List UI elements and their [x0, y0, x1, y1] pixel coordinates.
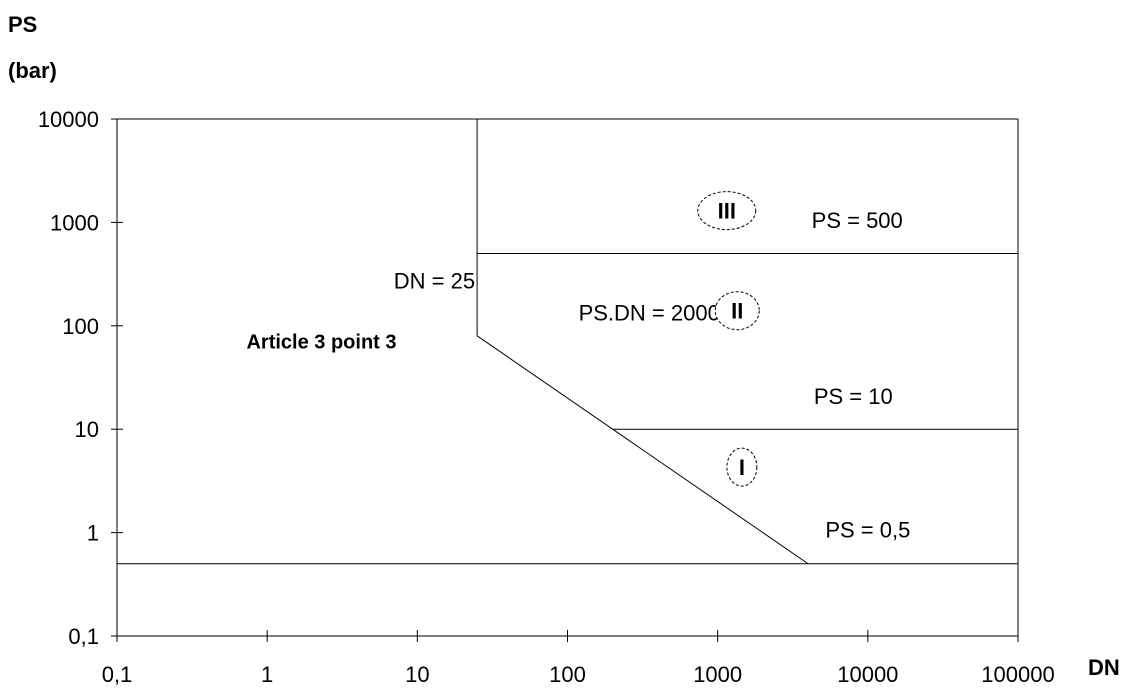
- x-tick-label: 100: [549, 662, 586, 687]
- region-label: I: [739, 455, 745, 480]
- region-label: II: [731, 299, 743, 324]
- x-axis-label: DN: [1088, 655, 1120, 680]
- y-axis-label-unit: (bar): [8, 58, 57, 83]
- x-tick-label: 100000: [981, 662, 1054, 687]
- y-tick-label: 10: [75, 417, 99, 442]
- x-tick-label: 0,1: [102, 662, 133, 687]
- region-label: III: [718, 199, 736, 224]
- region-circle: [714, 291, 760, 331]
- region-marker: III: [697, 191, 757, 231]
- region-circle: [726, 447, 758, 487]
- boundary-line: [476, 335, 809, 565]
- y-tick-label: 0,1: [68, 624, 99, 649]
- y-axis-label-ps: PS: [8, 12, 38, 37]
- plot-frame: [116, 118, 1019, 637]
- y-tick-label: 1: [87, 521, 99, 546]
- x-tick-label: 10000: [837, 662, 898, 687]
- y-tick-label: 1000: [50, 210, 99, 235]
- annotation-label: PS = 0,5: [825, 517, 910, 542]
- x-tick-label: 10: [405, 662, 429, 687]
- region-marker: I: [726, 447, 758, 487]
- y-tick-label: 100: [62, 314, 99, 339]
- x-tick-label: 1: [261, 662, 273, 687]
- annotation-label: PS.DN = 2000: [579, 301, 720, 326]
- x-tick-label: 1000: [693, 662, 742, 687]
- y-tick-label: 10000: [38, 107, 99, 132]
- annotation-label: PS = 10: [814, 384, 893, 409]
- region-circle: [697, 191, 757, 231]
- annotation-label: Article 3 point 3: [246, 332, 396, 354]
- region-marker: II: [714, 291, 760, 331]
- annotation-label: DN = 25: [394, 268, 475, 293]
- annotation-label: PS = 500: [812, 208, 903, 233]
